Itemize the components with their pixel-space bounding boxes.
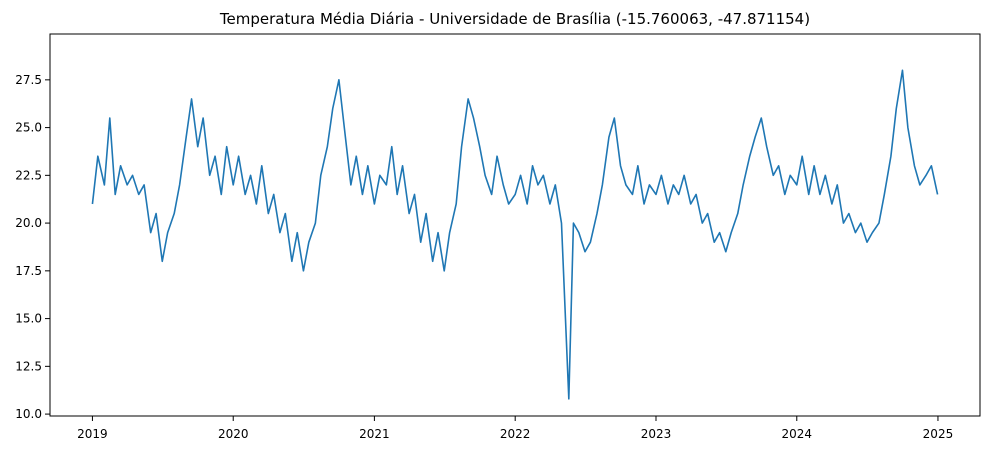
- y-tick-label: 12.5: [15, 359, 42, 373]
- temperature-series-line: [91, 69, 939, 400]
- y-axis: 10.0 12.5 15.0 17.5 20.0 22.5 25.0 27.5: [15, 73, 50, 421]
- x-tick-label: 2024: [782, 427, 813, 441]
- y-tick-label: 15.0: [15, 312, 42, 326]
- y-tick-label: 17.5: [15, 264, 42, 278]
- y-tick-label: 25.0: [15, 121, 42, 135]
- y-tick-label: 22.5: [15, 168, 42, 182]
- y-tick-label: 27.5: [15, 73, 42, 87]
- plot-frame: [49, 33, 981, 417]
- series-path: [91, 69, 939, 400]
- x-tick-label: 2025: [923, 427, 954, 441]
- chart-title: Temperatura Média Diária - Universidade …: [219, 10, 810, 28]
- x-tick-label: 2021: [359, 427, 390, 441]
- x-tick-label: 2020: [218, 427, 249, 441]
- x-tick-label: 2023: [641, 427, 672, 441]
- x-tick-label: 2019: [77, 427, 108, 441]
- y-tick-label: 10.0: [15, 407, 42, 421]
- y-tick-label: 20.0: [15, 216, 42, 230]
- x-tick-label: 2022: [500, 427, 531, 441]
- x-axis: 2019 2020 2021 2022 2023 2024 2025: [77, 416, 953, 441]
